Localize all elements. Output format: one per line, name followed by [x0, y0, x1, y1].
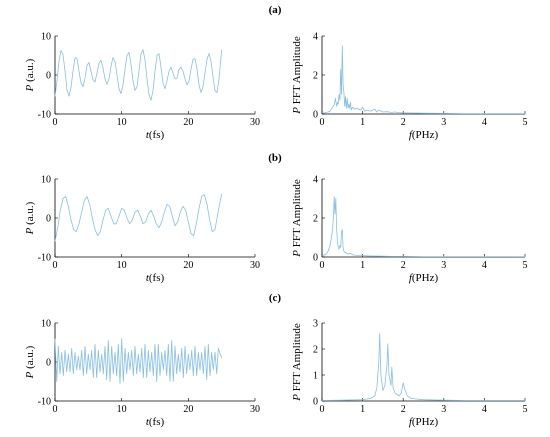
x-tick-label: 30 — [250, 117, 260, 128]
y-tick-label: 2 — [313, 71, 318, 82]
panel-label-c: (c) — [269, 292, 282, 304]
x-axis-label: t(fs) — [146, 129, 165, 141]
x-tick-label: 0 — [320, 404, 325, 415]
x-tick-label: 0 — [53, 260, 58, 271]
x-tick-label: 0 — [53, 117, 58, 128]
y-tick-label: 2 — [313, 214, 318, 225]
x-axis-label: t(fs) — [146, 416, 165, 428]
x-tick-label: 4 — [482, 404, 487, 415]
y-axis-label: P FFT Amplitude — [291, 179, 303, 258]
series-line-1 — [54, 193, 223, 242]
x-tick-label: 10 — [117, 404, 127, 415]
x-tick-label: 5 — [523, 404, 528, 415]
x-tick-label: 4 — [482, 260, 487, 271]
x-tick-label: 5 — [523, 260, 528, 271]
y-tick-label: -10 — [38, 110, 51, 121]
y-tick-label: 2 — [313, 345, 318, 356]
x-tick-label: 2 — [401, 260, 406, 271]
x-tick-label: 20 — [183, 260, 193, 271]
y-axis-label: P (a.u.) — [24, 201, 36, 235]
chart-panel-2: 0 1 2 3 4 5 0 2 4 f(PHz) P FFT Amplitude — [291, 32, 528, 142]
panel-label-a: (a) — [269, 4, 282, 16]
y-axis-label: P (a.u.) — [24, 345, 36, 379]
y-axis-label: P (a.u.) — [24, 58, 36, 92]
y-tick-label: 10 — [41, 319, 51, 330]
y-axis-label: P FFT Amplitude — [291, 36, 303, 115]
x-tick-label: 1 — [360, 117, 365, 128]
x-tick-label: 5 — [523, 117, 528, 128]
y-tick-label: 4 — [313, 32, 318, 43]
y-tick-label: 1 — [313, 371, 318, 382]
x-tick-label: 3 — [441, 404, 446, 415]
x-axis-label: f(PHz) — [409, 416, 439, 428]
y-tick-label: 0 — [313, 253, 318, 264]
x-tick-label: 0 — [53, 404, 58, 415]
series-line-1 — [322, 45, 525, 114]
y-tick-label: 10 — [41, 32, 51, 43]
x-tick-label: 3 — [441, 260, 446, 271]
x-tick-label: 30 — [250, 404, 260, 415]
y-tick-label: 0 — [46, 358, 51, 369]
y-axis-label: P FFT Amplitude — [291, 323, 303, 402]
panel-label-b: (b) — [268, 152, 282, 164]
y-tick-label: 3 — [313, 319, 318, 330]
y-tick-label: 4 — [313, 175, 318, 186]
x-axis-label: f(PHz) — [409, 272, 439, 284]
series-line-1 — [321, 333, 525, 401]
x-tick-label: 3 — [441, 117, 446, 128]
y-tick-label: 10 — [41, 175, 51, 186]
x-tick-label: 10 — [117, 260, 127, 271]
x-tick-label: 30 — [250, 260, 260, 271]
x-axis-label: t(fs) — [146, 272, 165, 284]
y-tick-label: -10 — [38, 397, 51, 408]
y-tick-label: 0 — [46, 71, 51, 82]
series-line-1 — [321, 196, 525, 257]
x-tick-label: 0 — [320, 260, 325, 271]
x-tick-label: 20 — [183, 117, 193, 128]
y-tick-label: -10 — [38, 253, 51, 264]
y-tick-label: 0 — [46, 214, 51, 225]
y-tick-label: 0 — [313, 110, 318, 121]
series-line-1 — [54, 49, 223, 101]
x-tick-label: 1 — [360, 260, 365, 271]
y-tick-label: 0 — [313, 397, 318, 408]
chart-panel-4: 0 1 2 3 4 5 0 2 4 f(PHz) P FFT Amplitude — [291, 175, 528, 285]
series-line-1 — [54, 338, 223, 384]
x-tick-label: 20 — [183, 404, 193, 415]
x-axis-label: f(PHz) — [409, 129, 439, 141]
x-tick-label: 1 — [360, 404, 365, 415]
x-tick-label: 10 — [117, 117, 127, 128]
x-tick-label: 0 — [320, 117, 325, 128]
x-tick-label: 2 — [401, 404, 406, 415]
x-tick-label: 4 — [482, 117, 487, 128]
x-tick-label: 2 — [401, 117, 406, 128]
